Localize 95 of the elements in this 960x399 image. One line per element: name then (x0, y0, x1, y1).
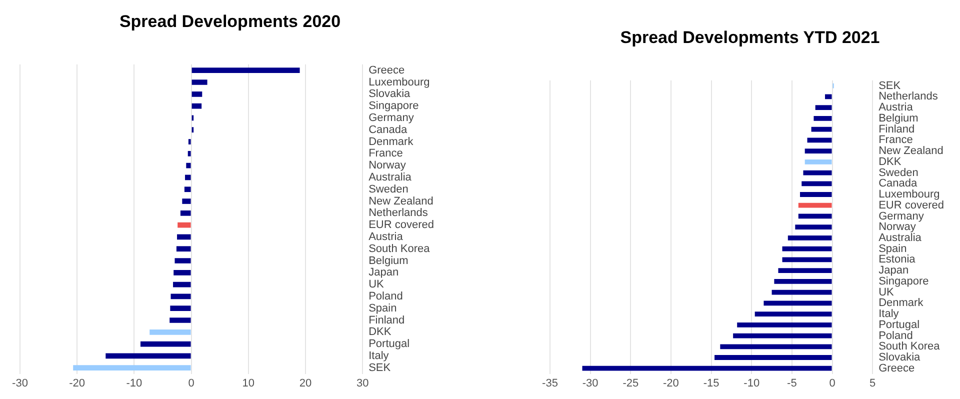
y-tick-label: Japan (368, 266, 399, 279)
y-tick-label: Greece (878, 362, 915, 374)
y-tick-label: Portugal (878, 318, 920, 331)
bar (192, 68, 300, 74)
y-tick-label: Slovakia (368, 88, 412, 100)
bar (177, 234, 191, 240)
y-tick-label: Italy (878, 308, 900, 320)
bar (188, 139, 191, 144)
x-tick-label: -25 (622, 377, 639, 390)
y-tick-label: South Korea (368, 242, 431, 255)
y-tick-label: Belgium (878, 112, 918, 124)
x-tick-label: 20 (299, 377, 312, 390)
y-tick-label: Norway (368, 160, 406, 172)
bar (150, 329, 191, 335)
y-tick-label: Australia (368, 171, 412, 184)
bar (185, 174, 191, 180)
bar (180, 210, 191, 216)
bar (192, 80, 208, 85)
y-tick-label: Finland (368, 314, 405, 326)
y-tick-label: Austria (368, 230, 404, 243)
y-tick-label: Denmark (878, 297, 924, 310)
y-tick-label: UK (878, 286, 895, 298)
x-tick-label: 10 (242, 377, 255, 390)
y-tick-label: DKK (878, 156, 902, 168)
y-tick-label: EUR covered (368, 219, 434, 232)
bar (173, 282, 191, 288)
y-tick-label: Spain (368, 302, 397, 314)
y-tick-label: Finland (878, 123, 915, 136)
y-tick-label: Luxembourg (368, 76, 430, 88)
bar (186, 162, 191, 168)
bar (106, 353, 191, 359)
y-tick-label: Denmark (368, 136, 414, 148)
y-tick-label: Italy (368, 350, 390, 362)
y-tick-label: UK (368, 278, 385, 291)
y-tick-label: South Korea (878, 340, 941, 353)
bar (182, 198, 191, 204)
x-tick-label: -20 (663, 377, 679, 390)
x-tick-label: -15 (703, 377, 720, 390)
y-tick-label: New Zealand (878, 145, 944, 158)
x-tick-label: 0 (829, 377, 836, 390)
y-tick-label: SEK (368, 362, 392, 374)
y-tick-label: Australia (878, 232, 922, 244)
y-tick-label: Slovakia (878, 352, 922, 364)
x-tick-label: -20 (69, 377, 86, 390)
chart-title: Spread Developments YTD 2021 (620, 28, 880, 47)
y-tick-label: Estonia (878, 254, 916, 266)
y-tick-label: New Zealand (368, 195, 434, 208)
y-tick-label: Singapore (878, 275, 929, 288)
y-tick-label: Poland (368, 290, 403, 302)
bar (170, 306, 191, 312)
y-tick-label: Sweden (368, 183, 408, 196)
y-tick-label: DKK (368, 326, 392, 338)
y-tick-label: Canada (368, 124, 408, 136)
x-tick-label: -10 (744, 377, 760, 390)
y-tick-label: France (368, 148, 403, 160)
y-tick-label: Portugal (368, 338, 410, 350)
x-tick-label: 0 (188, 377, 194, 390)
y-tick-label: Netherlands (368, 207, 428, 220)
y-tick-label: Poland (878, 330, 913, 342)
y-tick-label: SEK (878, 80, 902, 92)
x-tick-label: -30 (582, 377, 598, 390)
y-tick-label: Spain (878, 242, 907, 255)
y-tick-label: France (878, 134, 913, 146)
bar (140, 341, 191, 347)
x-tick-label: -5 (787, 377, 797, 390)
y-tick-label: Belgium (368, 254, 408, 267)
x-tick-label: -30 (12, 377, 28, 390)
bar (174, 258, 191, 264)
x-tick-label: -10 (126, 377, 142, 390)
bar (170, 318, 191, 323)
y-tick-label: Norway (878, 221, 916, 234)
y-tick-label: Germany (368, 112, 414, 124)
x-tick-label: 5 (870, 377, 876, 390)
y-tick-label: Singapore (368, 100, 419, 112)
bar (176, 246, 191, 252)
bar (73, 365, 191, 371)
bar (178, 222, 191, 228)
bar (170, 294, 191, 300)
y-tick-label: Austria (878, 102, 914, 114)
y-tick-label: EUR covered (878, 199, 944, 212)
y-tick-label: Canada (878, 178, 918, 190)
bar (192, 91, 202, 97)
bar (188, 150, 191, 156)
bar (184, 186, 191, 192)
x-tick-label: -35 (542, 377, 558, 390)
bar (192, 103, 202, 109)
chart-title: Spread Developments 2020 (119, 12, 341, 31)
y-tick-label: Germany (878, 210, 924, 222)
y-tick-label: Netherlands (878, 90, 938, 103)
y-tick-label: Sweden (878, 166, 918, 179)
bar (174, 270, 191, 276)
y-tick-label: Greece (368, 64, 405, 76)
x-tick-label: 30 (356, 377, 369, 390)
y-tick-label: Japan (878, 264, 909, 277)
y-tick-label: Luxembourg (878, 188, 940, 201)
